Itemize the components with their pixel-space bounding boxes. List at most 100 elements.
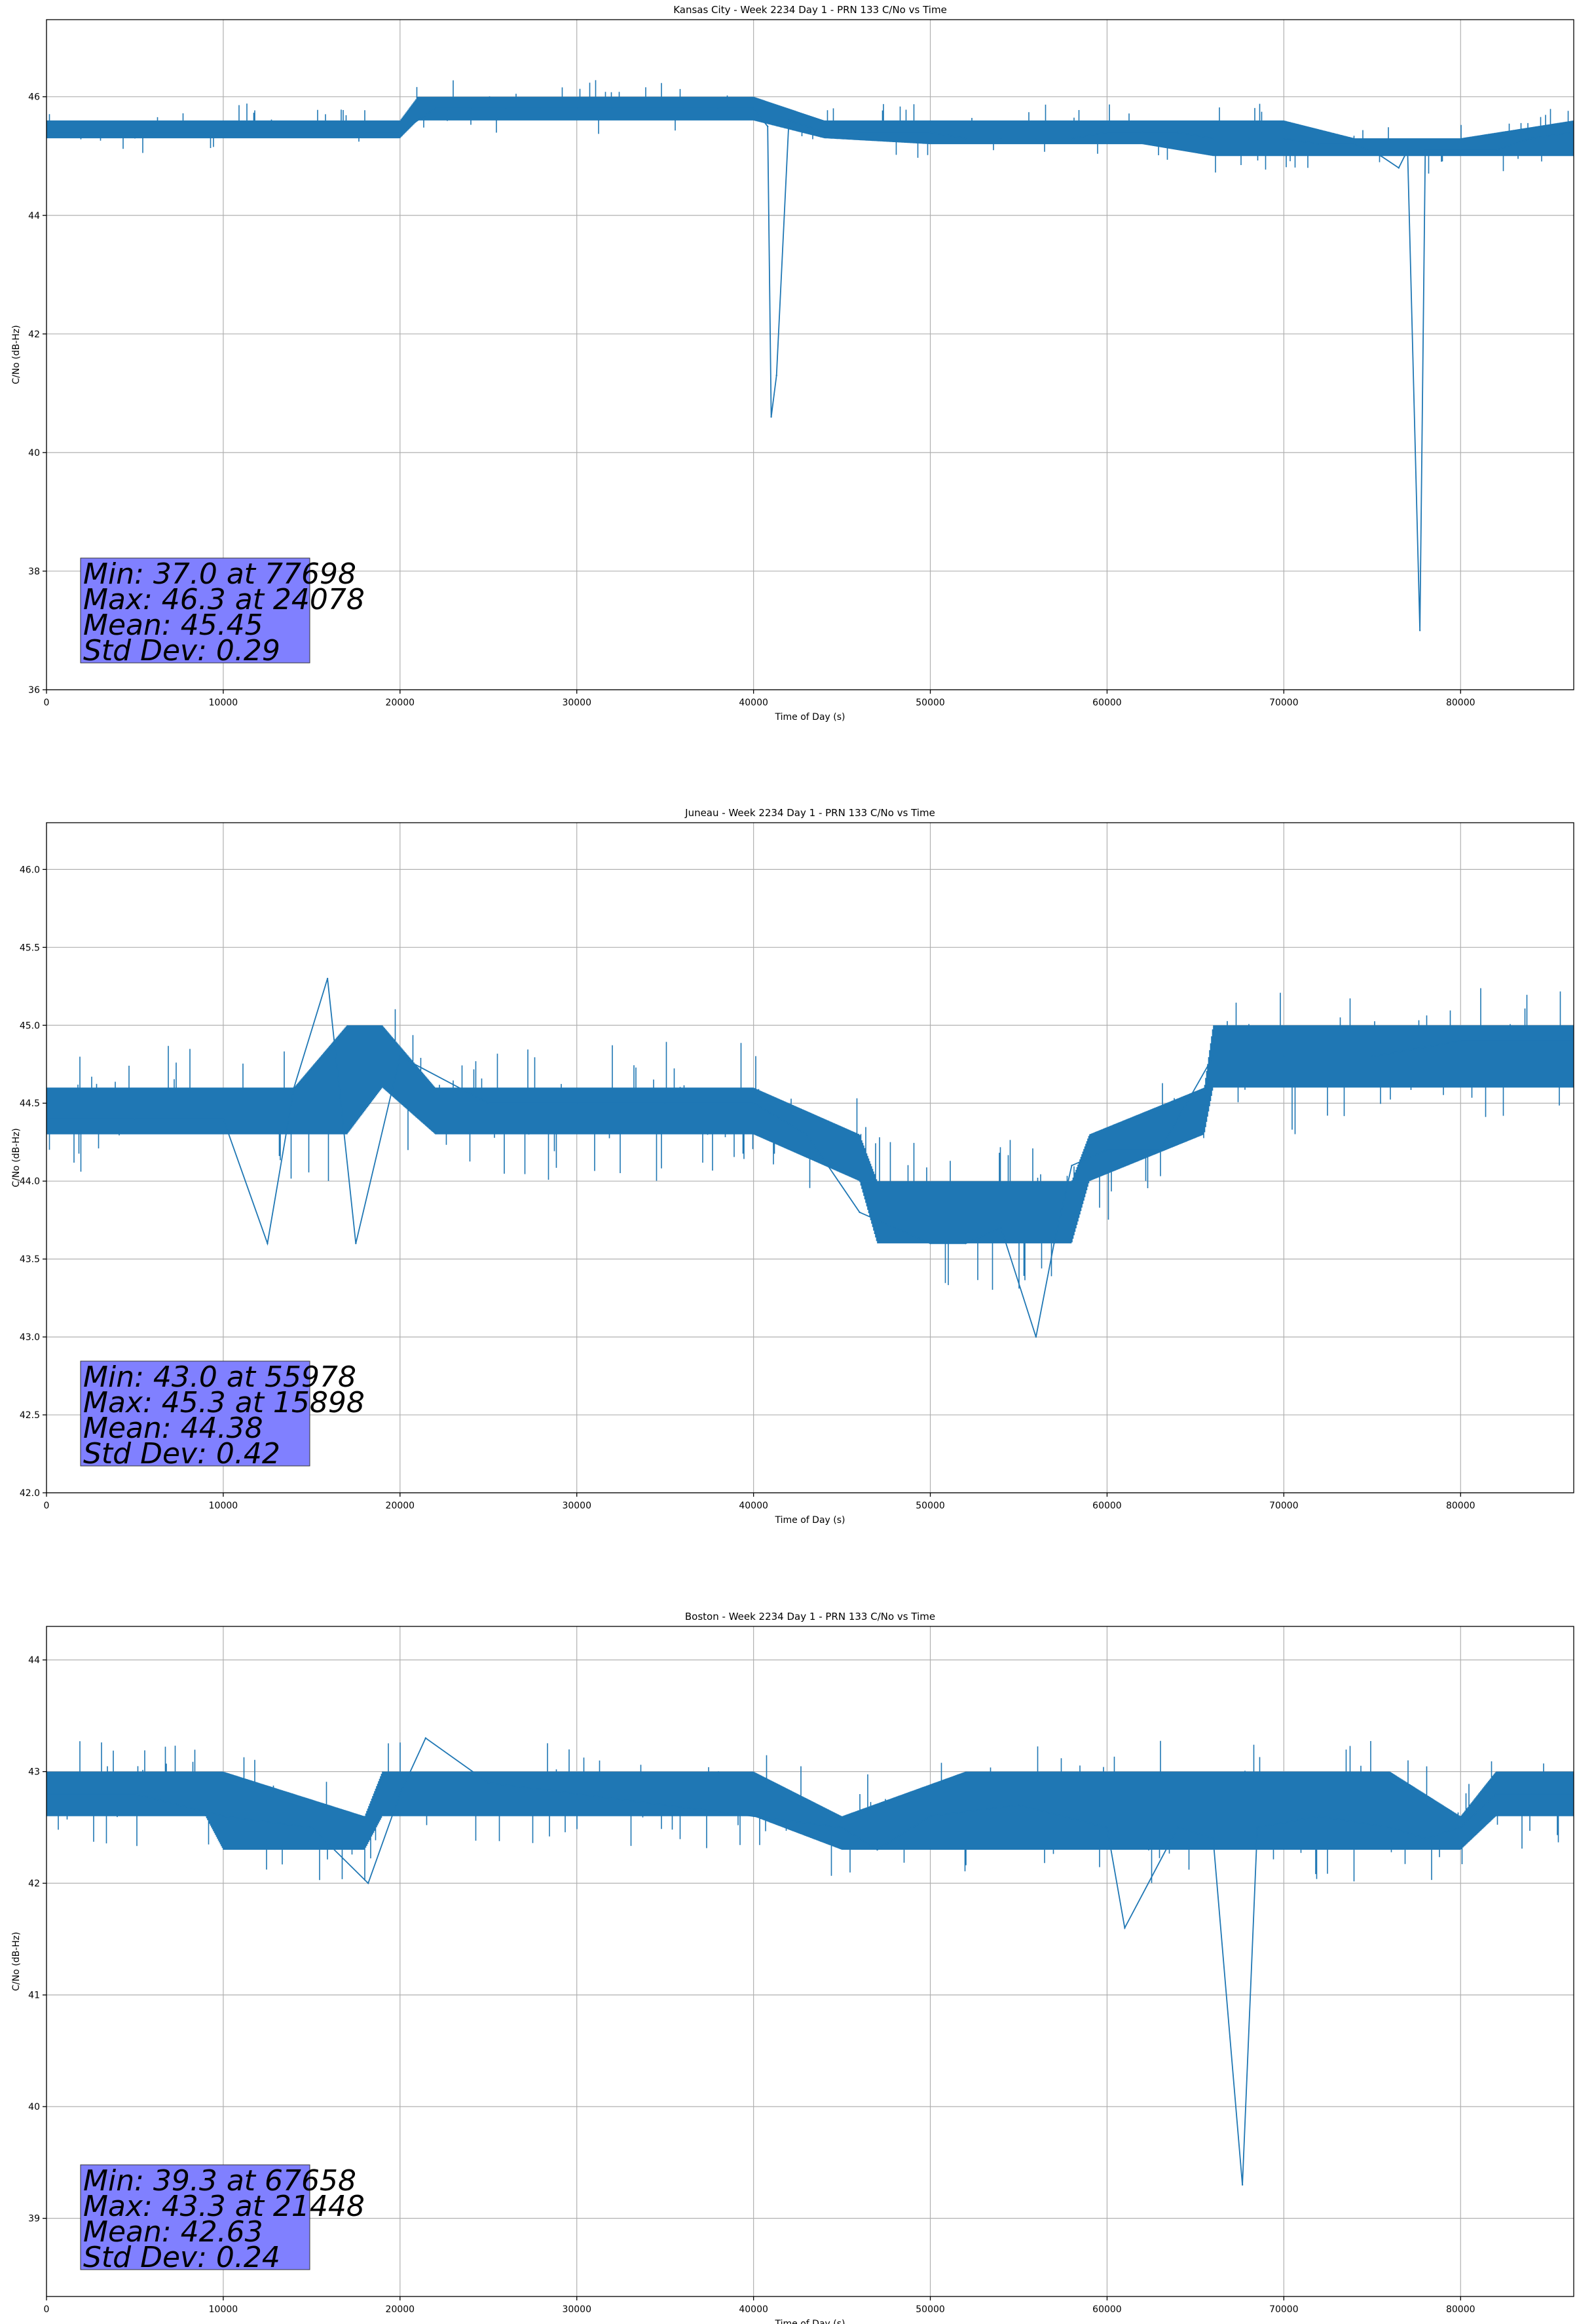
data-noise-band: [46, 1740, 1574, 1883]
data-point: [1354, 143, 1356, 145]
y-tick-label: 41: [28, 1991, 40, 2001]
y-tick-label: 38: [28, 567, 40, 577]
data-point: [1106, 1149, 1108, 1151]
x-tick-label: 50000: [916, 1501, 945, 1511]
stats-line: Min: 43.0 at 55978: [83, 1360, 356, 1394]
chart-panel-3: 0 10000 20000 30000 40000 50000 60000 70000 8000…: [11, 1611, 1574, 2324]
y-tick-label: 45.0: [20, 1021, 40, 1031]
data-point: [1035, 1336, 1037, 1338]
y-tick-label: 46.0: [20, 865, 40, 875]
x-tick-label: 0: [44, 1501, 50, 1511]
data-point: [576, 107, 578, 109]
y-tick-label: 43.0: [20, 1332, 40, 1343]
x-tick-label: 30000: [562, 698, 591, 708]
data-point: [399, 1793, 401, 1795]
data-point: [752, 1815, 754, 1818]
data-point: [859, 131, 861, 134]
data-point: [894, 131, 896, 134]
data-point: [540, 107, 542, 109]
stats-box: [80, 2164, 310, 2270]
data-point: [1495, 1793, 1497, 1795]
x-tick-label: 40000: [739, 1501, 768, 1511]
data-point: [434, 107, 436, 109]
data-point: [367, 1882, 369, 1884]
x-axis-label: Time of Day (s): [775, 712, 845, 722]
data-point: [859, 1211, 861, 1213]
y-tick-label: 36: [28, 685, 40, 696]
data-point: [752, 107, 754, 109]
data-point: [1531, 137, 1532, 140]
y-tick-label: 44: [28, 211, 40, 221]
data-point: [1248, 137, 1250, 140]
data-point: [222, 1815, 225, 1818]
stats-box: [80, 557, 310, 664]
data-point: [1460, 1040, 1462, 1042]
data-point: [1124, 1927, 1126, 1929]
x-axis-label: Time of Day (s): [775, 2319, 845, 2324]
data-point: [1398, 167, 1400, 169]
data-point: [1424, 1837, 1426, 1840]
x-tick-label: 50000: [916, 2304, 945, 2315]
data-point: [1141, 131, 1143, 134]
y-tick-label: 40: [28, 448, 40, 459]
data-point: [1241, 2184, 1244, 2186]
y-tick-label: 42.0: [20, 1488, 40, 1499]
x-tick-label: 0: [44, 2304, 50, 2315]
x-tick-label: 40000: [739, 2304, 768, 2315]
data-point: [1000, 1227, 1002, 1229]
data-point: [222, 131, 225, 134]
stats-line: Mean: 45.45: [83, 609, 263, 642]
x-tick-label: 30000: [562, 2304, 591, 2315]
y-tick-label: 39: [28, 2214, 40, 2224]
data-point: [646, 107, 648, 109]
data-point: [1495, 149, 1497, 151]
y-tick-label: 42: [28, 1879, 40, 1889]
data-point: [1035, 137, 1037, 140]
data-point: [775, 374, 777, 377]
data-point: [293, 1087, 295, 1089]
x-tick-label: 70000: [1269, 1501, 1299, 1511]
x-tick-label: 30000: [562, 1501, 591, 1511]
data-point: [1389, 1826, 1391, 1829]
data-point: [424, 1737, 427, 1739]
data-point: [611, 107, 613, 109]
data-point: [505, 107, 507, 109]
data-point: [1018, 1804, 1020, 1806]
data-point: [1419, 629, 1421, 631]
data-point: [1000, 137, 1002, 140]
data-line: [46, 107, 1574, 631]
y-tick-label: 42.5: [20, 1410, 40, 1421]
stats-line: Mean: 42.63: [83, 2215, 263, 2249]
chart-panel-1: 0 10000 20000 30000 40000 50000 60000 70000 8000…: [11, 4, 1574, 722]
data-point: [664, 1804, 666, 1806]
y-tick-label: 44: [28, 1655, 40, 1666]
x-tick-label: 80000: [1446, 2304, 1475, 2315]
x-tick-label: 80000: [1446, 1501, 1475, 1511]
data-point: [151, 131, 154, 134]
x-tick-label: 40000: [739, 698, 768, 708]
data-point: [1283, 1055, 1285, 1058]
data-point: [1407, 149, 1409, 151]
data-point: [134, 1117, 136, 1120]
x-tick-label: 60000: [1092, 2304, 1122, 2315]
data-point: [363, 131, 366, 134]
y-tick-label: 40: [28, 2102, 40, 2112]
data-point: [1371, 1055, 1373, 1058]
data-point: [1283, 137, 1285, 140]
data-point: [1177, 1826, 1179, 1829]
data-point: [576, 1793, 578, 1795]
y-tick-label: 46: [28, 92, 40, 103]
data-point: [965, 137, 967, 140]
data-point: [471, 107, 473, 109]
stats-line: Min: 37.0 at 77698: [83, 557, 356, 591]
data-point: [1106, 1826, 1108, 1829]
data-point: [1159, 1149, 1161, 1151]
data-point: [267, 1243, 269, 1245]
x-tick-label: 0: [44, 698, 50, 708]
plot-frame: [46, 1626, 1574, 2297]
data-point: [222, 1117, 225, 1120]
y-tick-label: 44.0: [20, 1176, 40, 1187]
data-point: [1460, 1826, 1462, 1829]
y-axis-label: C/No (dB-Hz): [11, 1932, 22, 1991]
stats-line: Max: 46.3 at 24078: [83, 583, 365, 616]
